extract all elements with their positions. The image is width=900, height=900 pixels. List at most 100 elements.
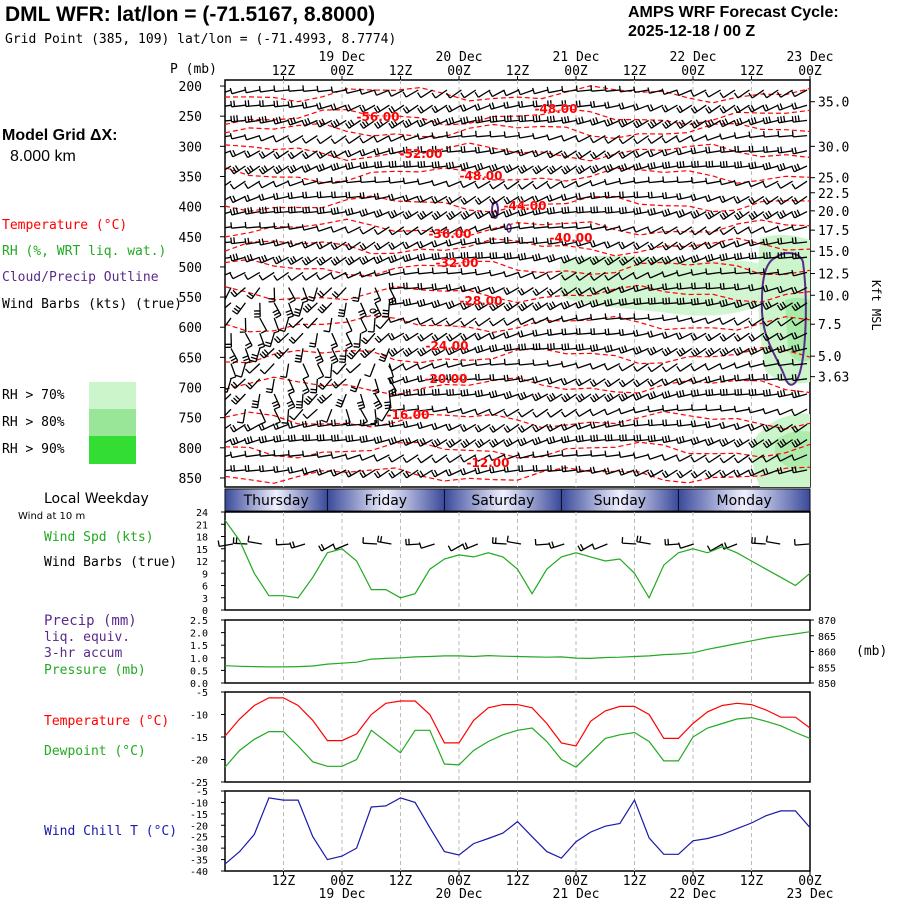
upper-wind-barb [575,314,592,322]
upper-wind-barb [503,164,520,174]
upper-wind-barb [359,104,376,113]
upper-wind-barb [225,317,232,328]
upper-wind-barb [431,226,448,235]
upper-wind-barb [417,210,433,220]
surface-wind-barb [577,543,594,552]
upper-wind-barb [229,207,246,216]
upper-wind-barb [287,192,304,200]
height-tick-label: 10.0 [818,289,849,304]
upper-wind-barb [417,104,433,114]
upper-wind-barb [661,192,678,200]
upper-wind-barb [417,89,433,99]
upper-wind-barb [719,178,736,186]
upper-wind-barb [676,347,693,357]
upper-wind-barb [445,406,462,414]
upper-wind-barb [287,100,304,108]
upper-wind-barb [633,378,649,388]
bottom-date-label: 22 Dec [670,887,717,900]
upper-wind-barb [647,405,664,413]
upper-wind-barb [402,104,419,114]
upper-wind-barb [791,286,808,295]
upper-wind-barb [590,85,606,92]
upper-wind-barb [287,240,304,248]
upper-wind-barb [561,115,577,124]
upper-wind-barb [460,146,476,154]
upper-wind-barb [546,150,563,159]
upper-wind-barb [633,363,649,372]
upper-wind-barb [403,404,419,412]
upper-wind-barb [546,436,563,445]
upper-wind-barb [331,287,347,299]
upper-wind-barb [376,408,390,422]
upper-wind-barb [259,363,275,375]
upper-wind-barb [315,225,333,232]
isotherm-contour [225,258,810,277]
upper-wind-barb [314,348,324,365]
upper-wind-barb [532,464,548,472]
height-axis: 35.0 30.0 25.022.5 20.0 17.5 15.0 12.5 10.0 7.5 5… [810,96,849,386]
upper-wind-barb [632,150,649,159]
upper-wind-barb [676,241,693,251]
top-time-label: 12Z [272,64,296,79]
upper-wind-barb [647,87,664,94]
upper-wind-barb [272,302,282,319]
upper-wind-barb [403,282,419,290]
upper-wind-barb [647,363,664,373]
upper-wind-barb [661,435,678,444]
upper-wind-barb [287,150,304,160]
top-date-label: 23 Dec [787,50,834,65]
upper-wind-barb [604,117,621,127]
upper-wind-barb [604,85,620,92]
upper-wind-barb [762,104,779,112]
upper-wind-barb [748,180,765,188]
upper-wind-barb [603,467,620,475]
upper-wind-barb [388,119,405,129]
top-time-label: 12Z [740,64,764,79]
upper-wind-barb [431,89,448,99]
upper-wind-barb [330,241,347,251]
upper-wind-barb [618,298,635,306]
upper-wind-barb [762,467,779,476]
upper-wind-barb [719,89,736,99]
upper-wind-barb [719,267,736,275]
upper-wind-barb [647,453,664,460]
upper-wind-barb [762,195,779,205]
upper-wind-barb [315,468,333,476]
upper-wind-barb [460,251,476,260]
upper-wind-barb [239,317,247,333]
upper-wind-barb [748,89,765,99]
legend-temperature: Temperature (°C) [2,218,128,233]
upper-wind-barb [776,332,793,341]
upper-wind-barb [676,389,692,398]
upper-wind-barb [733,438,750,448]
upper-wind-barb [733,469,750,478]
upper-wind-barb [719,299,736,308]
upper-wind-barb [489,195,505,205]
upper-wind-barb [604,163,621,173]
upper-wind-barb [489,466,505,474]
upper-wind-barb [763,251,779,260]
upper-wind-barb [302,85,318,92]
upper-wind-barb [475,130,491,138]
upper-wind-barb [705,347,721,357]
upper-wind-barb [676,315,692,323]
upper-wind-barb [330,271,347,280]
upper-wind-barb [235,363,247,378]
upper-wind-barb [733,299,750,309]
upper-wind-barb [330,86,347,94]
upper-wind-barb [431,332,448,342]
upper-wind-barb [431,454,448,464]
pressure-tick-label: 200 [179,80,202,95]
upper-wind-barb [503,89,520,97]
upper-wind-barb [388,160,404,168]
temperature-contour-label: -36.00 [429,227,472,241]
upper-wind-barb [388,147,404,155]
upper-wind-barb [225,241,232,244]
upper-wind-barb [330,135,347,145]
upper-wind-barb [691,160,707,168]
upper-wind-barb [345,135,361,144]
axis-tick-label: 9 [202,569,208,580]
upper-wind-barb [589,179,606,187]
upper-wind-barb [272,116,289,125]
upper-wind-barb [329,348,339,365]
